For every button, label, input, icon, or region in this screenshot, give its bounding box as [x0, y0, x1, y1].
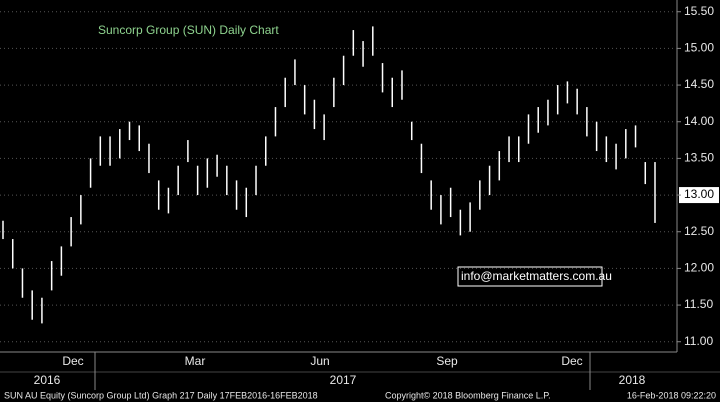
- y-tick-label: 12.50: [684, 224, 714, 238]
- footer-left: SUN AU Equity (Suncorp Group Ltd) Graph …: [4, 390, 318, 400]
- x-tick-label: Dec: [62, 354, 83, 368]
- y-tick-label: 13.50: [684, 151, 714, 165]
- footer-mid: Copyright© 2018 Bloomberg Finance L.P.: [385, 390, 551, 400]
- x-tick-label: Mar: [185, 354, 206, 368]
- year-label: 2017: [330, 373, 357, 387]
- y-tick-label: 13.00: [684, 187, 714, 201]
- year-label: 2016: [34, 373, 61, 387]
- annotation: info@marketmatters.com.au: [461, 269, 612, 283]
- y-tick-label: 14.00: [684, 114, 714, 128]
- annotation-box: [457, 266, 603, 287]
- last-price-box: [679, 187, 719, 204]
- footer-right: 16-Feb-2018 09:22:20: [627, 390, 716, 400]
- y-tick-label: 15.00: [684, 41, 714, 55]
- y-tick-label: 11.00: [684, 334, 713, 348]
- x-tick-label: Dec: [561, 354, 582, 368]
- y-tick-label: 15.50: [684, 4, 714, 18]
- x-tick-label: Jun: [310, 354, 329, 368]
- y-tick-label: 12.00: [684, 261, 714, 275]
- x-tick-label: Sep: [436, 354, 458, 368]
- y-tick-label: 14.50: [684, 77, 714, 91]
- chart-title: Suncorp Group (SUN) Daily Chart: [98, 23, 279, 37]
- y-tick-label: 11.50: [684, 297, 713, 311]
- year-label: 2018: [619, 373, 646, 387]
